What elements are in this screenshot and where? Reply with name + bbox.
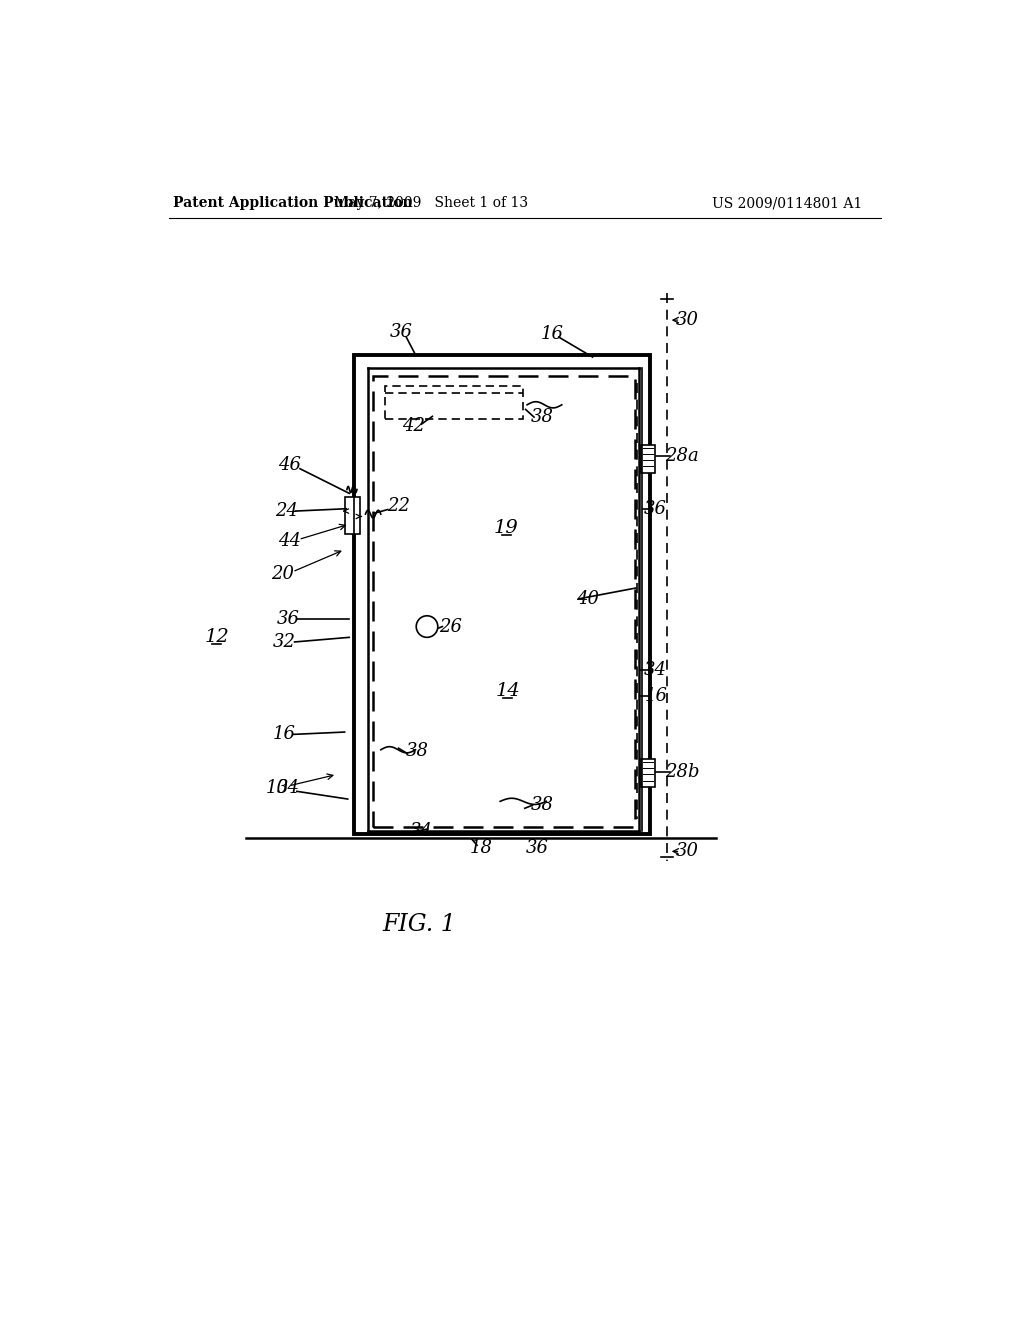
Text: 34: 34 bbox=[276, 779, 300, 797]
Text: 42: 42 bbox=[402, 417, 425, 436]
Text: 46: 46 bbox=[279, 455, 301, 474]
Text: US 2009/0114801 A1: US 2009/0114801 A1 bbox=[712, 197, 862, 210]
Text: 34: 34 bbox=[411, 822, 433, 841]
Text: 30: 30 bbox=[676, 312, 698, 329]
Text: 38: 38 bbox=[406, 742, 428, 760]
Text: 20: 20 bbox=[271, 565, 295, 583]
Bar bbox=[373, 376, 635, 826]
Text: May 7, 2009   Sheet 1 of 13: May 7, 2009 Sheet 1 of 13 bbox=[334, 197, 528, 210]
Text: 30: 30 bbox=[676, 842, 698, 861]
Text: 10: 10 bbox=[265, 779, 289, 797]
Text: 36: 36 bbox=[525, 840, 549, 857]
Bar bbox=[385, 385, 523, 418]
Bar bbox=[641, 445, 655, 473]
Text: FIG. 1: FIG. 1 bbox=[382, 913, 456, 936]
Bar bbox=[345, 498, 360, 535]
Bar bbox=[354, 355, 650, 834]
Text: 24: 24 bbox=[274, 502, 298, 520]
Text: 34: 34 bbox=[644, 661, 668, 678]
Text: 32: 32 bbox=[273, 634, 296, 651]
Text: 44: 44 bbox=[279, 532, 301, 550]
Text: 36: 36 bbox=[390, 322, 413, 341]
Text: 18: 18 bbox=[469, 840, 493, 857]
Text: 12: 12 bbox=[205, 628, 229, 647]
Text: 16: 16 bbox=[541, 325, 564, 343]
Text: 38: 38 bbox=[531, 408, 554, 426]
Text: 36: 36 bbox=[276, 610, 300, 628]
Text: 28a: 28a bbox=[665, 447, 698, 466]
Bar bbox=[641, 759, 655, 787]
Text: 40: 40 bbox=[577, 590, 599, 607]
Text: 16: 16 bbox=[273, 726, 296, 743]
Text: Patent Application Publication: Patent Application Publication bbox=[173, 197, 413, 210]
Text: 28b: 28b bbox=[665, 763, 699, 781]
Text: 38: 38 bbox=[531, 796, 554, 814]
Text: 36: 36 bbox=[644, 500, 668, 517]
Text: 14: 14 bbox=[496, 682, 520, 700]
Text: 19: 19 bbox=[494, 519, 519, 537]
Text: 26: 26 bbox=[438, 618, 462, 635]
Text: 16: 16 bbox=[645, 686, 668, 705]
Text: 22: 22 bbox=[387, 498, 410, 515]
